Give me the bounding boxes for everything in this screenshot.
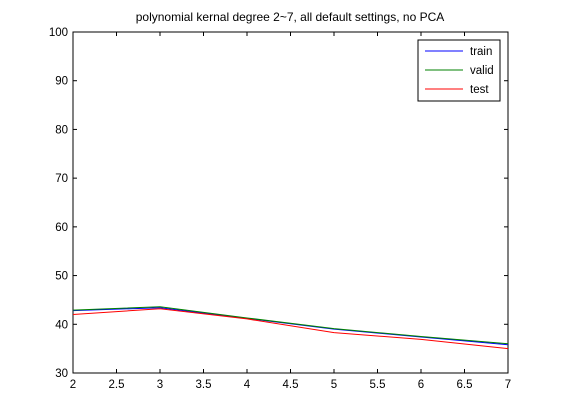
x-tick-label: 2.5 [109,379,125,391]
legend-label-test: test [470,84,489,96]
x-tick-label: 3.5 [196,379,212,391]
legend-label-train: train [470,46,492,58]
y-tick-label: 50 [55,271,68,283]
series-line-valid [72,306,509,345]
series-lines [72,306,509,350]
axis-ticks: 2 2.5 3 3.5 4 4.5 5 5.5 6 6.5 7 30 40 50 60 70 80 90 100 [49,27,511,391]
y-tick-label: 100 [49,27,68,39]
x-tick-label: 7 [505,379,511,391]
y-tick-label: 30 [55,368,68,380]
x-tick-label: 5.5 [370,379,386,391]
y-tick-label: 90 [55,76,68,88]
y-tick-label: 40 [55,319,68,331]
y-tick-label: 70 [55,173,68,185]
y-tick-label: 80 [55,124,68,136]
x-tick-label: 6.5 [457,379,473,391]
x-tick-label: 3 [157,379,163,391]
x-tick-label: 4.5 [283,379,299,391]
series-line-test [72,308,509,350]
legend-label-valid: valid [470,65,494,77]
x-tick-label: 4 [244,379,251,391]
legend: train valid test [417,39,501,102]
x-tick-label: 6 [418,379,424,391]
chart-title: polynomial kernal degree 2~7, all defaul… [136,10,445,24]
x-tick-label: 5 [331,379,337,391]
y-tick-label: 60 [55,222,68,234]
x-tick-label: 2 [70,379,76,391]
